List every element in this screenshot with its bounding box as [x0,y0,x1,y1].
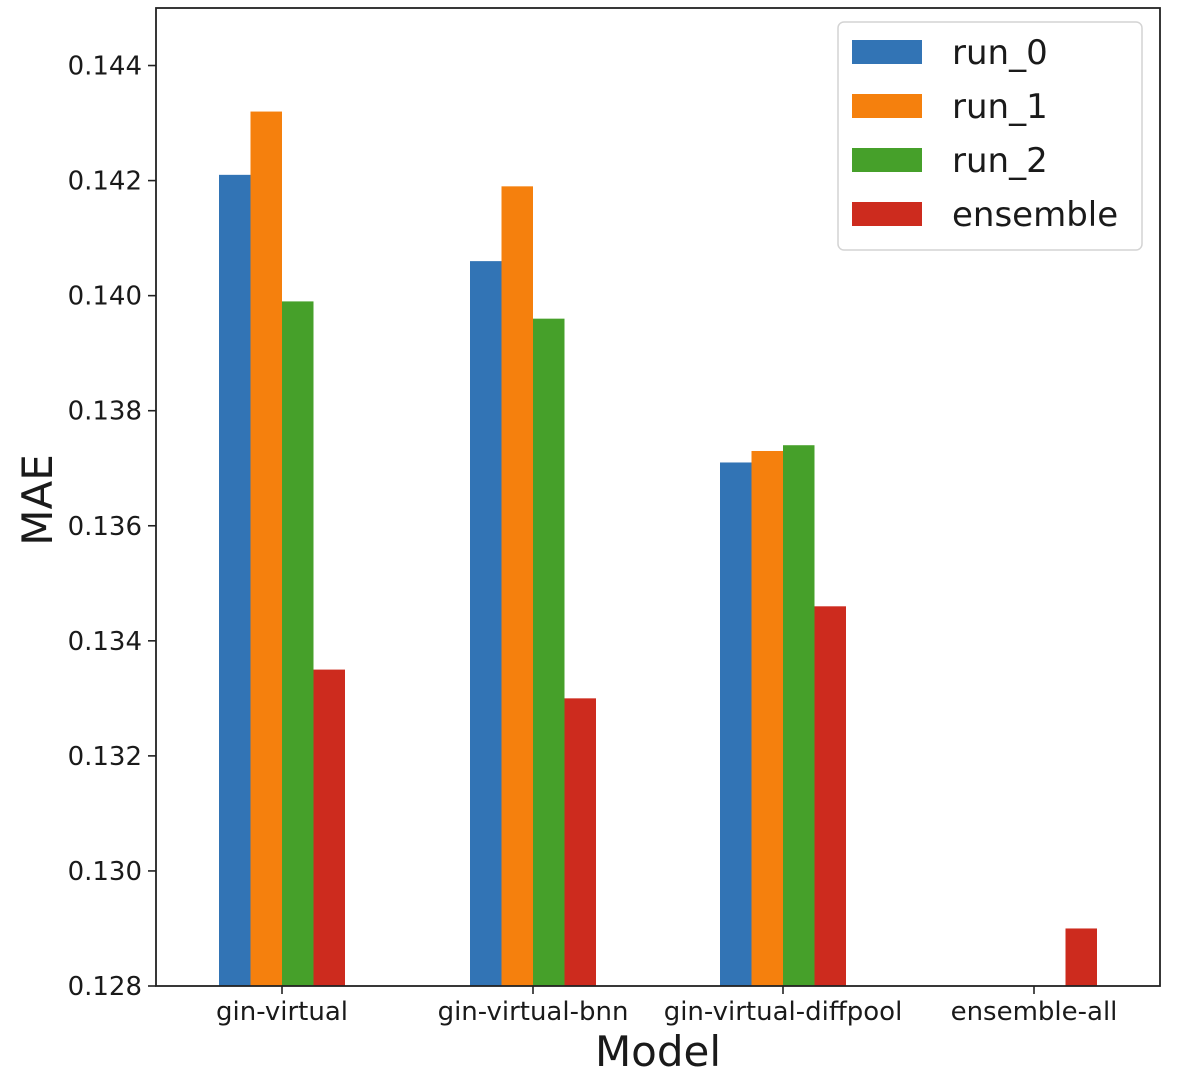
x-axis-title: Model [595,1027,721,1076]
legend-swatch-run_0 [852,40,922,64]
x-tick-label: ensemble-all [951,997,1118,1027]
y-tick-label: 0.130 [68,857,142,887]
legend-swatch-run_1 [852,94,922,118]
y-tick-label: 0.132 [68,742,142,772]
bar-run_0-gin-virtual-diffpool [720,462,752,987]
y-axis-title: MAE [13,454,62,546]
legend-label-run_2: run_2 [952,141,1048,181]
bar-ensemble-ensemble-all [1065,928,1097,986]
plot-frame [155,7,1161,987]
y-tick-label: 0.138 [68,397,142,427]
bar-run_0-gin-virtual [219,174,251,987]
legend: run_0 run_1 run_2 ensemble [837,21,1143,251]
y-tick-label: 0.134 [68,627,142,657]
legend-box [837,21,1143,251]
x-tick-label: gin-virtual-bnn [438,997,629,1027]
x-axis: gin-virtual gin-virtual-bnn gin-virtual-di… [216,986,1117,1027]
y-tick-label: 0.140 [68,282,142,312]
y-tick-label: 0.144 [68,52,142,82]
bar-ensemble-gin-virtual-diffpool [814,606,846,986]
legend-swatch-run_2 [852,148,922,172]
bar-ensemble-gin-virtual [313,669,345,986]
bar-run_0-gin-virtual-bnn [470,261,502,986]
legend-label-run_1: run_1 [952,87,1048,127]
x-tick-label: gin-virtual [216,997,348,1027]
y-tick-label: 0.142 [68,167,142,197]
bar-run_2-gin-virtual [282,301,314,986]
bar-run_1-gin-virtual-diffpool [751,450,783,987]
y-axis: 0.128 0.130 0.132 0.134 0.136 0.138 0.140 0.142… [68,52,156,1002]
bar-run_1-gin-virtual [250,111,282,987]
bar-run_2-gin-virtual-bnn [533,318,565,986]
legend-swatch-ensemble [852,202,922,226]
legend-label-ensemble: ensemble [952,195,1118,235]
bar-ensemble-gin-virtual-bnn [564,698,596,986]
y-tick-label: 0.136 [68,512,142,542]
bars-layer [219,111,1097,987]
y-tick-label: 0.128 [68,972,142,1002]
legend-label-run_0: run_0 [952,33,1048,73]
bar-run_1-gin-virtual-bnn [501,186,533,987]
x-tick-label: gin-virtual-diffpool [664,997,903,1027]
bar-run_2-gin-virtual-diffpool [783,445,815,987]
